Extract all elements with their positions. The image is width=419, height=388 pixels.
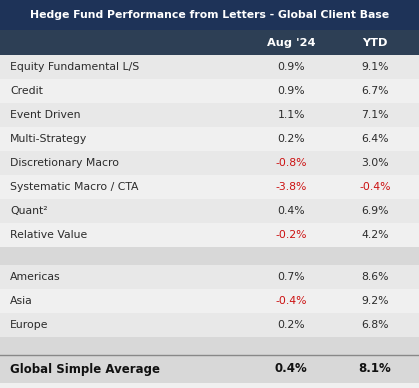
Bar (0, 289, 419, 313)
Bar (0, 313, 419, 337)
Bar (0, 199, 419, 223)
Text: 6.4%: 6.4% (361, 134, 389, 144)
Text: -3.8%: -3.8% (276, 182, 307, 192)
Text: Multi-Strategy: Multi-Strategy (10, 134, 87, 144)
Text: 0.9%: 0.9% (277, 86, 305, 96)
Bar (0, 151, 419, 175)
Text: 6.9%: 6.9% (361, 206, 389, 216)
Text: 4.2%: 4.2% (361, 230, 389, 240)
Bar (0, 355, 419, 383)
Text: Asia: Asia (10, 296, 33, 306)
Text: Europe: Europe (10, 320, 49, 330)
Text: 8.6%: 8.6% (361, 272, 389, 282)
Text: Quant²: Quant² (10, 206, 48, 216)
Text: 3.0%: 3.0% (361, 158, 389, 168)
Text: 0.4%: 0.4% (277, 206, 305, 216)
Text: 6.8%: 6.8% (361, 320, 389, 330)
Text: 1.1%: 1.1% (277, 110, 305, 120)
Bar (0, 0, 419, 30)
Text: Event Driven: Event Driven (10, 110, 80, 120)
Text: Equity Fundamental L/S: Equity Fundamental L/S (10, 62, 139, 72)
Text: 9.2%: 9.2% (361, 296, 389, 306)
Text: 0.4%: 0.4% (275, 362, 308, 376)
Text: Discretionary Macro: Discretionary Macro (10, 158, 119, 168)
Text: Aug '24: Aug '24 (267, 38, 316, 47)
Text: Global Simple Average: Global Simple Average (10, 362, 160, 376)
Bar (0, 127, 419, 151)
Text: Systematic Macro / CTA: Systematic Macro / CTA (10, 182, 139, 192)
Bar (0, 175, 419, 199)
Bar (0, 223, 419, 247)
Bar (0, 247, 419, 265)
Text: 0.7%: 0.7% (277, 272, 305, 282)
Text: Credit: Credit (10, 86, 43, 96)
Text: -0.4%: -0.4% (359, 182, 391, 192)
Text: -0.2%: -0.2% (275, 230, 307, 240)
Text: 7.1%: 7.1% (361, 110, 389, 120)
Text: 0.2%: 0.2% (277, 134, 305, 144)
Text: Relative Value: Relative Value (10, 230, 87, 240)
Text: Hedge Fund Performance from Letters - Global Client Base: Hedge Fund Performance from Letters - Gl… (30, 10, 389, 20)
Text: -0.4%: -0.4% (275, 296, 307, 306)
Text: 9.1%: 9.1% (361, 62, 389, 72)
Text: 0.9%: 0.9% (277, 62, 305, 72)
Bar (0, 103, 419, 127)
Text: YTD: YTD (362, 38, 388, 47)
Text: Americas: Americas (10, 272, 61, 282)
Bar (0, 337, 419, 355)
Bar (0, 30, 419, 55)
Text: 8.1%: 8.1% (359, 362, 391, 376)
Bar (0, 265, 419, 289)
Text: -0.8%: -0.8% (275, 158, 307, 168)
Bar (0, 55, 419, 79)
Bar (0, 79, 419, 103)
Text: 6.7%: 6.7% (361, 86, 389, 96)
Text: 0.2%: 0.2% (277, 320, 305, 330)
